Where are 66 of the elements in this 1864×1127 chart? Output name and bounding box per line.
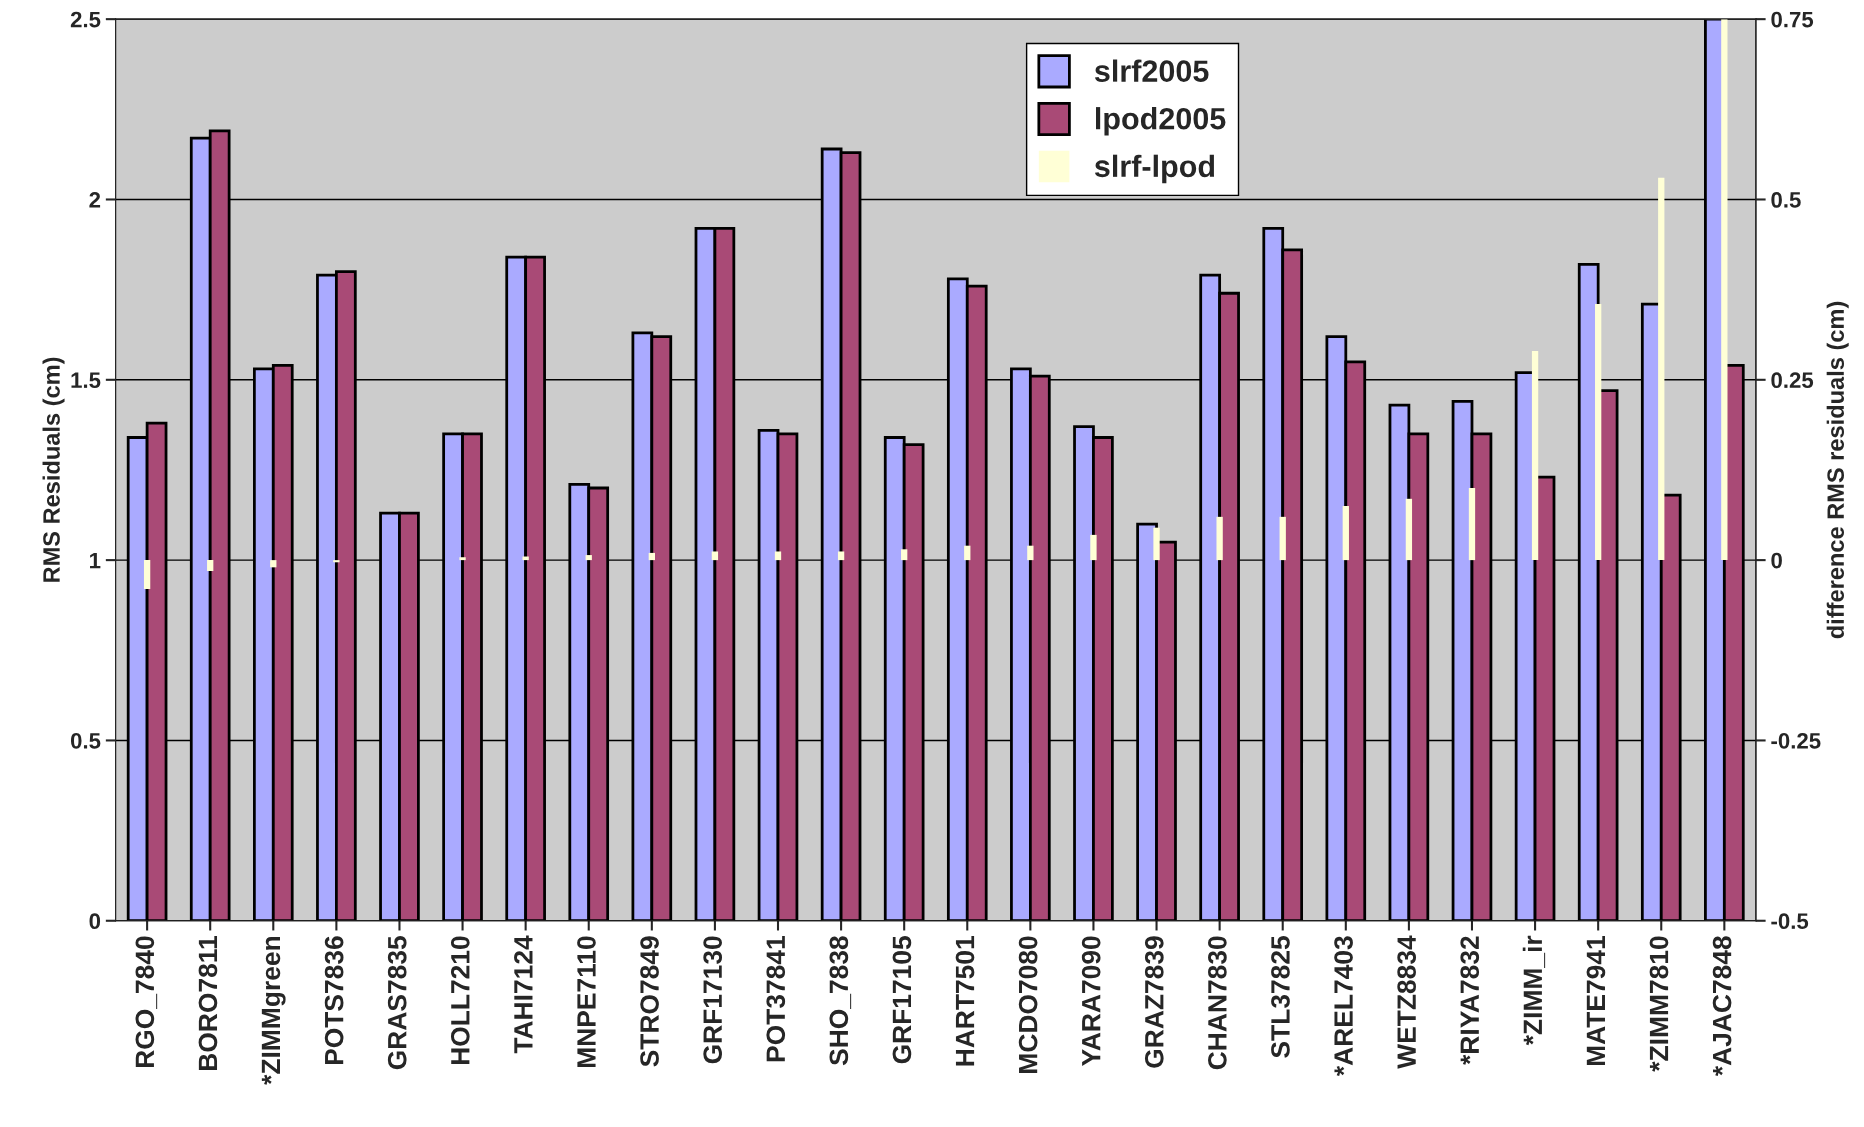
y2-tick-label: 0.25	[1771, 372, 1814, 389]
x-tick-label: CHAN7830	[1208, 936, 1227, 1070]
legend-label: slrf-lpod	[1094, 154, 1215, 184]
bar	[1468, 487, 1476, 561]
x-tick-label: *ZIMM7810	[1649, 936, 1669, 1072]
bar	[1595, 304, 1602, 561]
x-tick-label: HOLL7210	[450, 936, 470, 1065]
x-tick-label: POTS7836	[324, 936, 344, 1065]
x-tick-label: GRF17105	[892, 936, 912, 1064]
x-tick-label: WETZ8834	[1397, 935, 1417, 1069]
x-tick-label: YARA7090	[1081, 936, 1101, 1066]
y-tick-label: 1.5	[71, 372, 101, 389]
x-tick-label: SHO_7838	[829, 936, 852, 1066]
x-tick-label: *ZIMMgreen	[261, 936, 286, 1085]
y2-tick-label: 0.75	[1771, 11, 1814, 28]
bar	[270, 560, 277, 568]
bar	[1153, 527, 1160, 561]
legend-label: slrf2005	[1094, 59, 1209, 82]
y-tick-label: 1	[90, 552, 101, 569]
bar	[207, 560, 214, 571]
bar	[459, 557, 466, 561]
x-tick-label: HART7501	[955, 936, 975, 1066]
bar	[774, 551, 782, 561]
legend-label: lpod2005	[1095, 107, 1226, 136]
y-tick-label: 0	[89, 913, 101, 930]
y2-tick-label: 0.5	[1771, 192, 1801, 208]
x-tick-label: GRAZ7839	[1144, 936, 1164, 1068]
x-tick-label: POT37841	[766, 936, 786, 1062]
bar	[333, 560, 340, 563]
bar	[837, 551, 845, 561]
bar	[1279, 516, 1286, 561]
x-tick-label: MNPE7110	[577, 936, 596, 1068]
bar	[964, 545, 971, 561]
y-tick-label: 0.5	[70, 732, 101, 749]
bar	[1090, 534, 1097, 561]
x-tick-label: *ZIMM_ir	[1522, 935, 1546, 1046]
bar	[901, 549, 908, 561]
bar	[522, 556, 529, 561]
bar	[585, 555, 592, 561]
x-tick-label: GRF17130	[703, 936, 723, 1064]
x-tick-label: RGO_7840	[135, 936, 158, 1068]
x-tick-label: *RIYA7832	[1460, 936, 1480, 1065]
x-tick-label: BORO7811	[198, 936, 218, 1070]
x-tick-label: STL37825	[1271, 936, 1290, 1058]
bar	[1405, 498, 1413, 561]
y-axis-title: RMS Residuals (cm)	[42, 357, 65, 582]
bar	[1027, 545, 1034, 561]
x-tick-label: *AJAC7848	[1712, 936, 1732, 1077]
x-tick-label: STRO7849	[640, 936, 659, 1067]
bar	[143, 560, 151, 589]
bar	[1216, 516, 1223, 561]
x-tick-label: MCDO7080	[1018, 936, 1038, 1073]
y2-tick-label: -0.25	[1771, 732, 1821, 749]
x-tick-label: MATE7941	[1586, 936, 1606, 1066]
bar	[1342, 506, 1349, 561]
y2-tick-label: -0.5	[1771, 913, 1809, 930]
y2-tick-label: 0	[1771, 552, 1782, 569]
x-tick-label: TAHI7124	[514, 935, 533, 1054]
y-tick-label: 2	[89, 192, 101, 208]
bar	[648, 552, 655, 561]
x-tick-label: *AREL7403	[1334, 936, 1353, 1077]
bar	[1531, 350, 1539, 561]
y2-axis-title: difference RMS residuals (cm)	[1826, 301, 1849, 639]
bar	[711, 551, 719, 561]
x-tick-label: GRAS7835	[387, 936, 407, 1070]
y-tick-label: 2.5	[70, 11, 101, 28]
